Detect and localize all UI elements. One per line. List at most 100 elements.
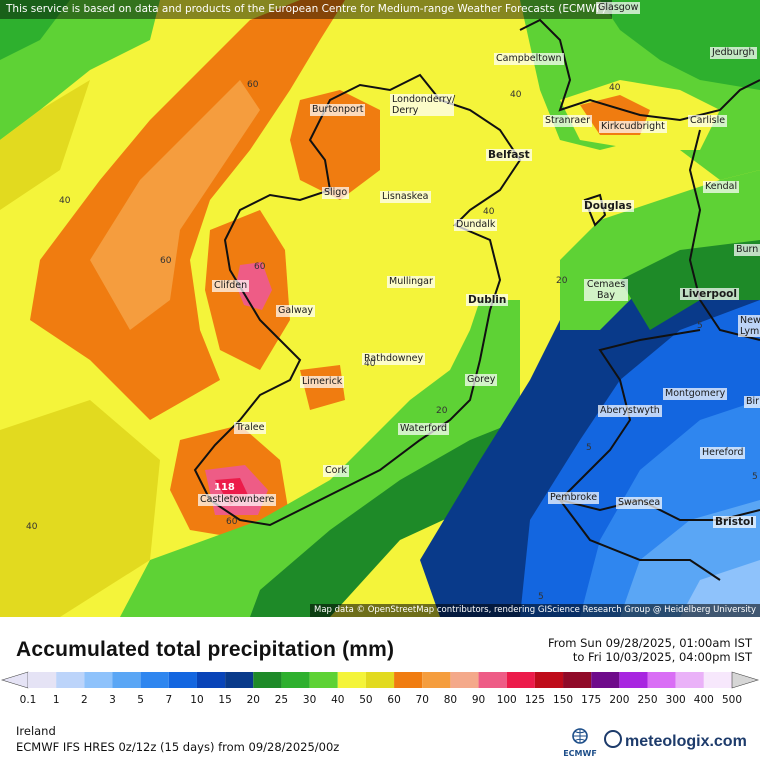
zone-orange-derry <box>290 90 380 200</box>
city-stranraer: Stranraer <box>543 115 592 127</box>
city-glasgow: Glasgow <box>596 2 641 14</box>
city-gorey: Gorey <box>465 374 498 386</box>
city-dublin: Dublin <box>466 294 509 306</box>
legend-swatch <box>647 672 676 688</box>
legend-tick-label: 500 <box>721 694 743 706</box>
legend-tick-label: 15 <box>218 694 232 706</box>
legend-swatch <box>563 672 592 688</box>
city-newcastle: Newca Lym <box>738 315 760 337</box>
contour-label: 60 <box>247 80 259 90</box>
chart-title: Accumulated total precipitation (mm) <box>16 638 395 661</box>
contour-label: 40 <box>364 359 376 369</box>
brand-text: meteologix.com <box>625 733 747 750</box>
city-cork: Cork <box>323 465 349 477</box>
legend-tick-label: 400 <box>693 694 714 706</box>
legend-swatch <box>591 672 620 688</box>
legend-tick-label: 300 <box>665 694 686 706</box>
city-lisnaskea: Lisnaskea <box>380 191 431 203</box>
legend-tick-label: 100 <box>496 694 517 706</box>
legend-arrow-left <box>0 671 29 689</box>
color-legend <box>0 670 760 690</box>
contour-label: 5 <box>752 472 758 482</box>
bottom-attribution[interactable]: Map data © OpenStreetMap contributors, r… <box>310 604 760 617</box>
contour-label: 40 <box>510 90 522 100</box>
legend-ticks: 0.1 1 2 3 5 7 10 15 20 25 30 40 50 60 70 80 90 100 125 150 1… <box>0 694 760 710</box>
legend-tick-label: 175 <box>581 694 602 706</box>
city-swansea: Swansea <box>616 497 663 509</box>
zone-green-south <box>120 300 520 617</box>
contour-label: 20 <box>436 406 448 416</box>
contour-label: 60 <box>226 517 238 527</box>
ecmwf-logo: ECMWF <box>562 728 598 758</box>
city-galway: Galway <box>276 305 316 317</box>
legend-swatch <box>112 672 141 688</box>
city-pembroke: Pembroke <box>548 492 600 504</box>
legend-tick-label: 3 <box>109 694 116 706</box>
legend-tick-label: 30 <box>302 694 317 706</box>
model-info: ECMWF IFS HRES 0z/12z (15 days) from 09/… <box>16 740 340 754</box>
legend-swatch <box>140 672 169 688</box>
legend-tick-label: 7 <box>165 694 173 706</box>
legend-tick-label: 90 <box>471 694 486 706</box>
legend-bar <box>0 671 760 689</box>
legend-tick-label: 20 <box>246 694 260 706</box>
city-kirkcudbright: Kirkcudbright <box>599 121 667 133</box>
legend-swatch <box>675 672 704 688</box>
legend-tick-label: 10 <box>190 694 204 706</box>
legend-tick-label: 40 <box>331 694 345 706</box>
coast-england <box>688 129 760 341</box>
legend-swatch <box>337 672 366 688</box>
contour-label: 40 <box>609 83 621 93</box>
city-burtonport: Burtonport <box>310 104 366 116</box>
legend-tick-label: 125 <box>524 694 545 706</box>
city-mullingar: Mullingar <box>387 276 435 288</box>
legend-swatch <box>703 672 732 688</box>
city-aberystwyth: Aberystwyth <box>598 405 662 417</box>
city-douglas: Douglas <box>582 200 634 212</box>
legend-tick-label: 1 <box>52 694 60 706</box>
meteologix-logo-icon <box>604 730 622 748</box>
city-londonderry: Londonderry/ Derry <box>390 94 456 116</box>
legend-arrow-right <box>731 671 760 689</box>
zone-paleblue-se <box>680 560 760 617</box>
legend-swatch <box>394 672 423 688</box>
legend-tick-label: 200 <box>609 694 630 706</box>
contour-label: 5 <box>697 321 703 331</box>
zone-darkgreen-north-england <box>620 240 760 330</box>
city-bristol: Bristol <box>713 516 756 528</box>
legend-swatch <box>225 672 254 688</box>
legend-swatch <box>309 672 338 688</box>
legend-swatch <box>168 672 197 688</box>
city-bir: Bir <box>744 396 760 408</box>
city-limerick: Limerick <box>300 376 345 388</box>
city-tralee: Tralee <box>234 422 267 434</box>
legend-swatch <box>365 672 395 688</box>
contour-label: 40 <box>483 207 495 217</box>
legend-swatch <box>534 672 564 688</box>
contour-label: 60 <box>160 256 172 266</box>
contour-label: 20 <box>556 276 568 286</box>
city-campbeltown: Campbeltown <box>494 53 564 65</box>
city-sligo: Sligo <box>322 187 350 199</box>
legend-tick-label: 250 <box>637 694 658 706</box>
legend-swatch <box>478 672 507 688</box>
meteologix-brand[interactable]: meteologix.com <box>604 730 747 751</box>
city-hereford: Hereford <box>700 447 746 459</box>
contour-label: 60 <box>254 262 266 272</box>
precipitation-map[interactable] <box>0 0 760 617</box>
top-attribution: This service is based on data and produc… <box>0 0 612 19</box>
precipitation-field <box>0 0 760 617</box>
city-dundalk: Dundalk <box>454 219 498 231</box>
city-clifden: Clifden <box>212 280 250 292</box>
legend-swatch <box>619 672 648 688</box>
legend-tick-label: 60 <box>387 694 401 706</box>
coast-wales-south <box>559 499 721 581</box>
legend-tick-label: 2 <box>80 694 88 706</box>
city-waterford: Waterford <box>398 423 450 435</box>
city-belfast: Belfast <box>486 149 532 161</box>
legend-swatch <box>253 672 282 688</box>
city-jedburgh: Jedburgh <box>710 47 757 59</box>
zone-darkgreen-south <box>250 420 530 617</box>
legend-tick-label: 150 <box>553 694 574 706</box>
legend-tick-label: 0.1 <box>19 694 37 706</box>
